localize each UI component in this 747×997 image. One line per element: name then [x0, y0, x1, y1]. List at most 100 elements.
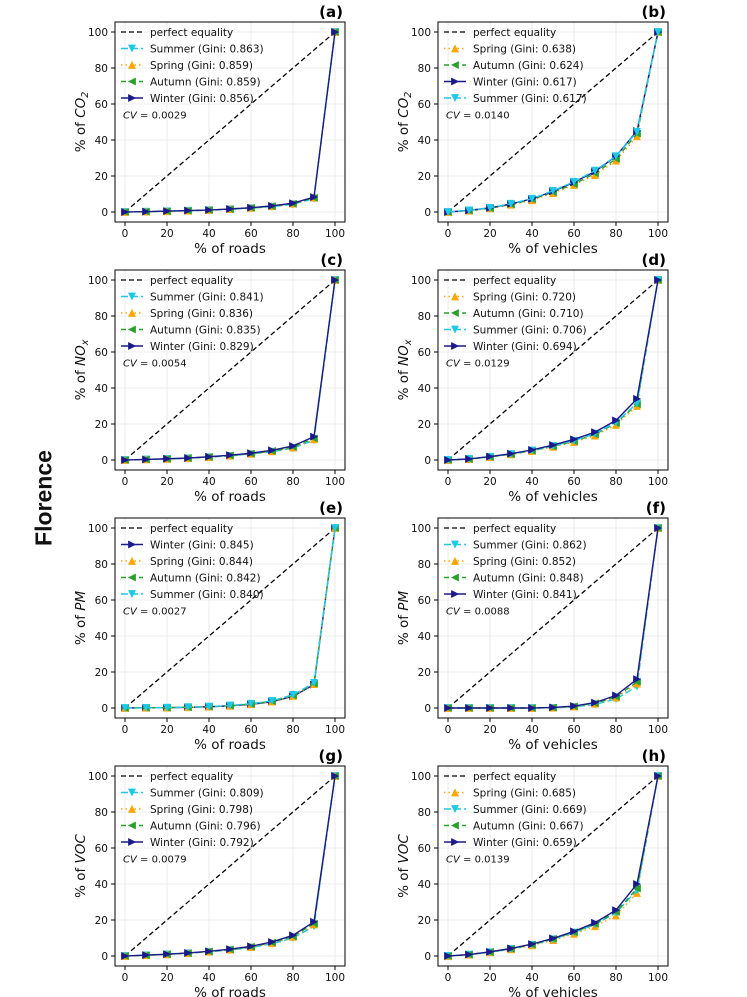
panel-d: 0 20 40 60 80 100 0 20 40 60 80 100 % of vehicles % o… — [396, 251, 669, 505]
y-axis-label-prefix: % of — [73, 118, 89, 152]
legend-marker — [128, 540, 137, 549]
data-point — [465, 454, 474, 463]
data-point — [612, 906, 621, 915]
x-tick-label: 0 — [445, 228, 452, 240]
y-axis-label-variable: PM — [396, 591, 412, 611]
y-tick-label: 80 — [95, 311, 108, 323]
x-tick-label: 80 — [286, 476, 299, 488]
axes-frame — [114, 517, 346, 719]
data-point — [121, 207, 130, 217]
legend-label: Winter (Gini: 0.829) — [150, 341, 254, 353]
data-point — [632, 128, 642, 137]
legend-marker — [451, 341, 460, 351]
x-tick-label: 40 — [525, 228, 538, 240]
cv-annotation: CV = 0.0029 — [123, 111, 187, 122]
y-axis-label-prefix: % of — [396, 611, 412, 645]
series-summer — [443, 28, 663, 217]
x-tick-label: 0 — [122, 972, 129, 984]
y-tick-label: 20 — [95, 667, 108, 679]
legend-marker — [450, 94, 460, 103]
data-point — [225, 701, 235, 710]
y-axis-label-subscript: 2 — [80, 92, 91, 98]
y-tick-label: 20 — [418, 667, 431, 679]
legend-label: Spring (Gini: 0.798) — [150, 804, 253, 816]
data-point — [205, 947, 214, 956]
legend-label: perfect equality — [150, 27, 233, 39]
y-axis-label: % of VOC — [73, 834, 89, 898]
panel-label: (b) — [642, 3, 666, 21]
legend-marker — [127, 77, 136, 86]
data-point — [507, 449, 516, 458]
x-tick-label: 100 — [325, 228, 345, 240]
legend-label: perfect equality — [473, 523, 556, 535]
data-point — [205, 452, 214, 461]
y-axis-label-subscript: 2 — [403, 92, 414, 98]
legend-marker — [450, 60, 459, 70]
data-point — [528, 445, 537, 454]
data-point — [528, 940, 537, 949]
x-tick-label: 100 — [648, 228, 668, 240]
x-tick-label: 100 — [325, 476, 345, 488]
legend-marker — [450, 308, 459, 318]
data-point — [485, 204, 495, 213]
y-tick-label: 20 — [418, 915, 431, 927]
legend-label: Summer (Gini: 0.706) — [473, 324, 587, 336]
data-point — [183, 703, 193, 712]
y-tick-label: 100 — [411, 523, 431, 535]
perfect-equality-line — [447, 279, 659, 461]
axes-frame — [114, 765, 346, 967]
legend-label: perfect equality — [473, 27, 556, 39]
cv-annotation: CV = 0.0139 — [446, 855, 510, 866]
legend-label: Spring (Gini: 0.852) — [473, 556, 576, 568]
data-point — [289, 931, 298, 940]
series-winter — [444, 771, 663, 961]
cv-annotation: CV = 0.0079 — [123, 855, 187, 866]
data-point — [310, 917, 319, 926]
legend-marker — [451, 589, 460, 599]
x-tick-label: 0 — [122, 228, 129, 240]
axes-frame — [437, 21, 669, 223]
data-point — [591, 918, 600, 927]
data-point — [443, 208, 453, 217]
y-tick-label: 100 — [411, 771, 431, 783]
panel-e: 0 20 40 60 80 100 0 20 40 60 80 100 % of roads % of P… — [73, 499, 346, 753]
data-point — [121, 455, 130, 465]
data-point — [528, 703, 537, 713]
x-tick-label: 60 — [567, 972, 580, 984]
legend-marker — [450, 821, 459, 830]
y-tick-label: 0 — [101, 703, 108, 715]
data-point — [184, 454, 193, 463]
legend-label: Summer (Gini: 0.617) — [473, 93, 587, 105]
y-tick-label: 80 — [418, 559, 431, 571]
cv-annotation: CV = 0.0088 — [446, 607, 510, 618]
panel-h: 0 20 40 60 80 100 0 20 40 60 80 100 % of vehicles % o… — [396, 747, 669, 997]
cv-annotation: CV = 0.0054 — [123, 359, 187, 370]
y-tick-label: 100 — [411, 27, 431, 39]
perfect-equality-line — [447, 527, 659, 709]
data-point — [141, 703, 151, 712]
data-point — [444, 455, 453, 465]
x-tick-label: 60 — [567, 724, 580, 736]
legend-label: Summer (Gini: 0.809) — [150, 787, 264, 799]
y-axis-label: % of CO2 — [73, 92, 91, 153]
panel-label: (e) — [319, 499, 343, 517]
x-tick-label: 40 — [525, 476, 538, 488]
y-tick-label: 100 — [88, 771, 108, 783]
x-tick-label: 60 — [244, 724, 257, 736]
x-tick-label: 40 — [202, 228, 215, 240]
data-point — [226, 451, 235, 460]
x-tick-label: 20 — [483, 724, 496, 736]
data-point — [506, 199, 516, 208]
data-point — [309, 678, 319, 687]
data-point — [654, 771, 663, 781]
y-tick-label: 40 — [95, 135, 108, 147]
legend-marker — [451, 837, 460, 847]
panel-g: 0 20 40 60 80 100 0 20 40 60 80 100 % of roads % of V… — [73, 747, 346, 997]
x-tick-label: 60 — [244, 972, 257, 984]
legend-marker — [128, 837, 137, 847]
y-axis-label: % of PM — [73, 591, 89, 646]
x-tick-label: 40 — [525, 972, 538, 984]
legend-marker — [450, 325, 460, 334]
legend-marker — [127, 804, 137, 813]
perfect-equality-line — [124, 279, 336, 461]
